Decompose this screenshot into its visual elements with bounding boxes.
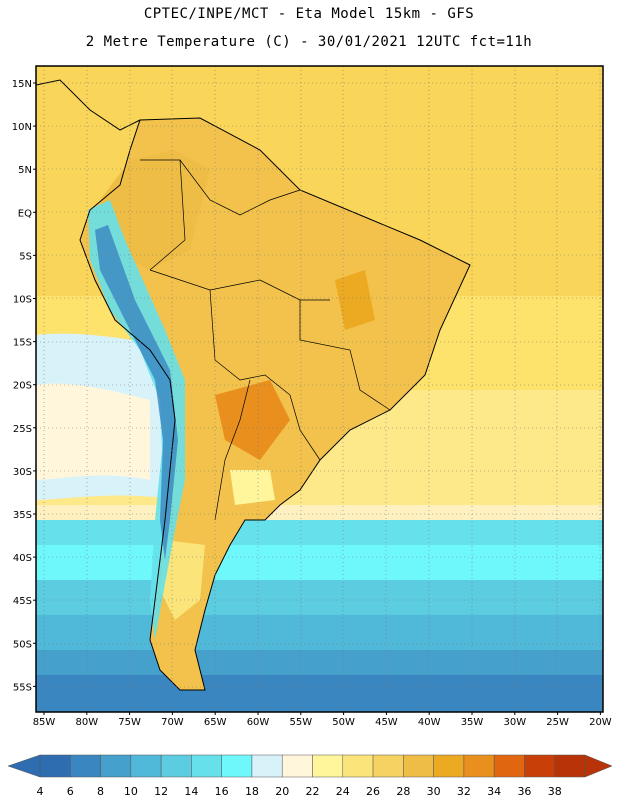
colorbar-swatch <box>100 754 132 778</box>
longitude-label: 85W <box>33 717 56 728</box>
longitude-label: 80W <box>75 717 98 728</box>
colorbar-label: 28 <box>396 785 410 798</box>
colorbar-label: 6 <box>67 785 74 798</box>
colorbar-swatch <box>281 754 313 778</box>
latitude-label: 10N <box>12 122 32 133</box>
latitude-label: 30S <box>13 467 32 478</box>
colorbar-label: 20 <box>275 785 289 798</box>
longitude-label: 20W <box>589 717 612 728</box>
map-title-line-1: CPTEC/INPE/MCT - Eta Model 15km - GFS <box>143 6 475 22</box>
colorbar-swatch <box>39 754 71 778</box>
colorbar-label: 22 <box>306 785 320 798</box>
colorbar-swatch <box>160 754 192 778</box>
colorbar-label: 14 <box>184 785 198 798</box>
colorbar-label: 32 <box>457 785 471 798</box>
colorbar-swatch <box>191 754 222 778</box>
colorbar-extension-low <box>7 754 41 778</box>
colorbar-swatch <box>554 754 586 778</box>
colorbar-label: 10 <box>124 785 138 798</box>
colorbar-swatch <box>221 754 253 778</box>
latitude-label: 40S <box>13 553 32 564</box>
latitude-label: 5S <box>19 251 32 262</box>
longitude-label: 45W <box>375 717 398 728</box>
colorbar-swatch <box>312 754 344 778</box>
colorbar-label: 26 <box>366 785 380 798</box>
colorbar-swatch <box>70 754 101 778</box>
latitude-labels: 15N 10N 5N EQ 5S 10S 15S 20S 25S 30S 35S 40S 45S 50S 5… <box>12 79 36 693</box>
colorbar-label: 16 <box>215 785 229 798</box>
colorbar-swatch <box>433 754 465 778</box>
longitude-label: 50W <box>332 717 355 728</box>
colorbar-label: 12 <box>154 785 168 798</box>
longitude-label: 60W <box>247 717 270 728</box>
map-frame <box>35 65 604 713</box>
colorbar-swatch <box>463 754 495 778</box>
colorbar-label: 8 <box>97 785 104 798</box>
longitude-label: 65W <box>204 717 227 728</box>
colorbar-label: 36 <box>517 785 531 798</box>
colorbar-swatch <box>342 754 374 778</box>
latitude-label: 15N <box>12 79 32 90</box>
colorbar-swatch <box>493 754 525 778</box>
colorbar-extension-high <box>584 754 613 778</box>
latitude-label: 55S <box>13 682 32 693</box>
latitude-label: 5N <box>18 165 32 176</box>
colorbar-swatch <box>524 754 555 778</box>
colorbar-swatch <box>372 754 404 778</box>
longitude-label: 30W <box>503 717 526 728</box>
colorbar-label: 24 <box>336 785 350 798</box>
colorbar-label: 30 <box>427 785 441 798</box>
latitude-label: EQ <box>18 208 32 219</box>
latitude-label: 35S <box>13 510 32 521</box>
longitude-label: 55W <box>289 717 312 728</box>
latitude-label: 50S <box>13 639 32 650</box>
colorbar-label: 18 <box>245 785 259 798</box>
colorbar-swatch <box>403 754 434 778</box>
latitude-label: 25S <box>13 424 32 435</box>
temperature-field <box>36 66 603 712</box>
longitude-labels: 85W 80W 75W 70W 65W 60W 55W 50W 45W 40W 35W 30W 25W 2… <box>33 712 612 728</box>
latitude-label: 15S <box>13 338 32 349</box>
longitude-label: 40W <box>418 717 441 728</box>
latitude-label: 45S <box>13 596 32 607</box>
longitude-label: 75W <box>118 717 141 728</box>
colorbar: 4 6 8 10 12 14 16 18 20 22 24 26 28 30 32 34 36 38 <box>7 754 613 798</box>
latitude-label: 10S <box>13 295 32 306</box>
colorbar-label: 4 <box>37 785 44 798</box>
colorbar-swatch <box>251 754 283 778</box>
map-title-line-2: 2 Metre Temperature (C) - 30/01/2021 12U… <box>85 34 533 50</box>
colorbar-label: 38 <box>548 785 562 798</box>
colorbar-label: 34 <box>487 785 501 798</box>
colorbar-swatch <box>130 754 162 778</box>
longitude-label: 25W <box>546 717 569 728</box>
latitude-label: 20S <box>13 381 32 392</box>
graticule <box>36 66 603 712</box>
longitude-label: 35W <box>461 717 484 728</box>
longitude-label: 70W <box>161 717 184 728</box>
